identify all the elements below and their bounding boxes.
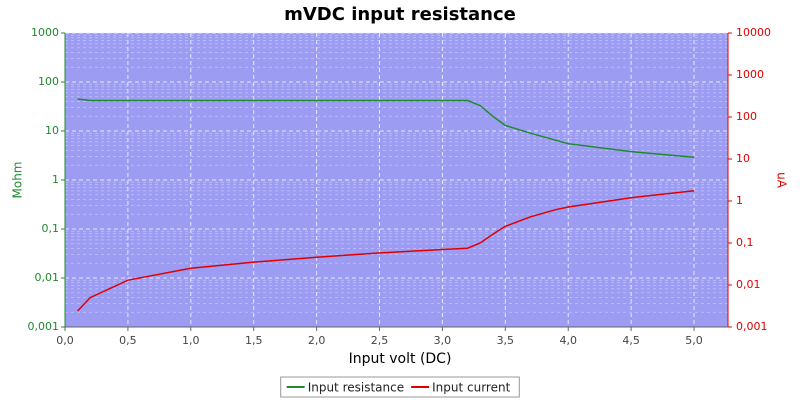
y2-tick-label: 10 [736,152,750,165]
legend-label: Input resistance [308,381,404,395]
x-tick-label: 4,5 [622,334,640,347]
x-tick-label: 3,5 [497,334,515,347]
y2-tick-label: 0,001 [736,320,768,333]
x-tick-label: 0,5 [119,334,137,347]
x-tick-label: 0,0 [56,334,74,347]
y2-axis-label: uA [775,172,789,189]
y-tick-label: 10 [45,124,59,137]
y-tick-label: 0,1 [42,222,60,235]
y-tick-label: 100 [38,75,59,88]
x-tick-label: 3,0 [434,334,452,347]
legend: Input resistance Input current [280,376,520,398]
series-line [77,98,695,159]
chart-title: mVDC input resistance [284,4,516,25]
x-axis-label: Input volt (DC) [349,351,452,367]
y-tick-label: 1 [52,173,59,186]
x-tick-label: 2,5 [371,334,389,347]
y2-tick-label: 0,1 [736,236,754,249]
x-tick-label: 1,0 [182,334,200,347]
series-line [77,190,695,312]
x-tick-label: 5,0 [685,334,703,347]
y2-tick-label: 1000 [736,68,764,81]
x-tick-label: 2,0 [308,334,326,347]
y2-tick-label: 1 [736,194,743,207]
x-tick-label: 4,0 [559,334,577,347]
y-tick-label: 0,001 [28,320,60,333]
x-tick-label: 1,5 [245,334,263,347]
y-tick-label: 0,01 [35,271,60,284]
y2-tick-label: 10000 [736,26,771,39]
y2-tick-label: 100 [736,110,757,123]
y-axis-label: Mohm [11,162,25,199]
y2-tick-label: 0,01 [736,278,761,291]
legend-label: Input current [432,381,510,395]
legend-box [280,376,520,398]
y-tick-label: 1000 [31,26,59,39]
